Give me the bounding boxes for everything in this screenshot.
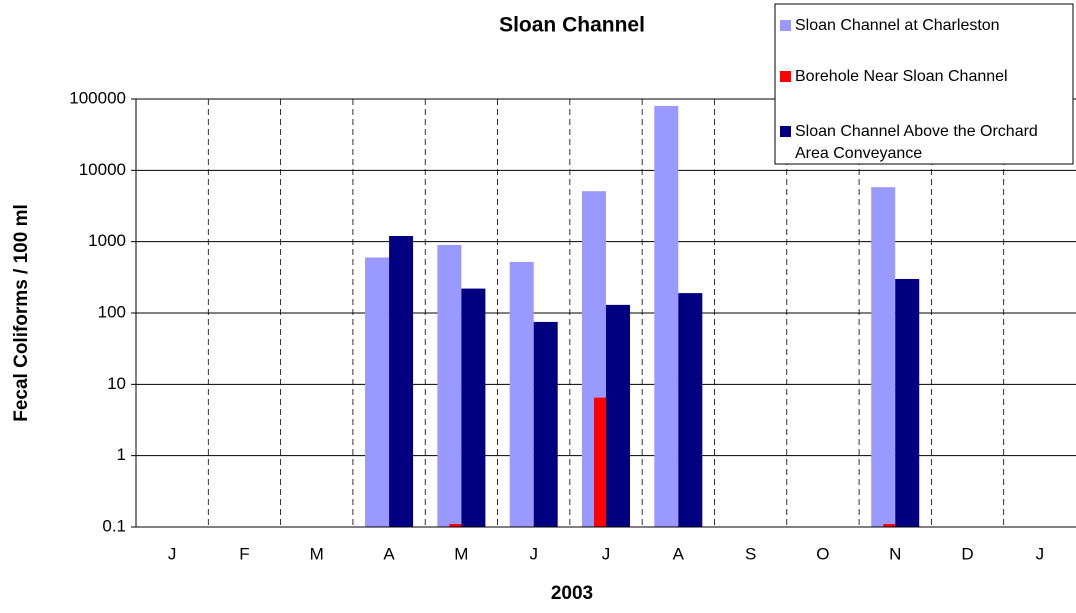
x-tick-label: F — [239, 544, 249, 563]
x-tick-label: A — [383, 544, 395, 563]
bar — [437, 244, 462, 527]
x-tick-label: D — [961, 544, 973, 563]
chart-title: Sloan Channel — [499, 14, 645, 37]
bar — [365, 257, 390, 527]
x-tick-label: M — [454, 544, 468, 563]
legend-swatch — [780, 20, 791, 31]
x-tick-label: J — [1036, 544, 1045, 563]
bar — [654, 105, 679, 528]
bar — [533, 321, 558, 527]
y-tick-label: 100 — [98, 302, 126, 321]
y-tick-label: 0.1 — [102, 516, 126, 535]
y-tick-label: 10000 — [79, 160, 126, 179]
bar — [606, 304, 630, 527]
legend-swatch — [780, 126, 791, 137]
y-tick-label: 1 — [117, 445, 126, 464]
x-tick-label: O — [816, 544, 829, 563]
bar — [594, 397, 606, 527]
x-tick-label: J — [168, 544, 177, 563]
x-tick-label: A — [673, 544, 685, 563]
bar — [449, 524, 462, 527]
legend-swatch — [780, 71, 791, 82]
legend-label: Sloan Channel at Charleston — [795, 17, 1000, 34]
legend-box — [774, 3, 1074, 165]
bar — [895, 278, 920, 527]
y-tick-label: 1000 — [88, 231, 126, 250]
x-axis-title: 2003 — [551, 583, 593, 604]
legend-label: Sloan Channel Above the Orchard Area Conv… — [795, 123, 1038, 162]
x-tick-label: J — [602, 544, 611, 563]
bar — [509, 261, 534, 527]
bar — [871, 187, 896, 527]
bar — [678, 293, 703, 527]
bar — [461, 288, 486, 527]
bar — [883, 524, 896, 527]
x-tick-label: J — [529, 544, 538, 563]
bar — [389, 236, 414, 527]
legend-label: Borehole Near Sloan Channel — [795, 68, 1008, 85]
x-tick-label: M — [310, 544, 324, 563]
y-tick-label: 10 — [107, 374, 126, 393]
y-axis-title: Fecal Coliforms / 100 ml — [11, 204, 32, 422]
x-tick-label: N — [889, 544, 901, 563]
y-tick-label: 100000 — [69, 88, 126, 107]
x-tick-label: S — [745, 544, 756, 563]
